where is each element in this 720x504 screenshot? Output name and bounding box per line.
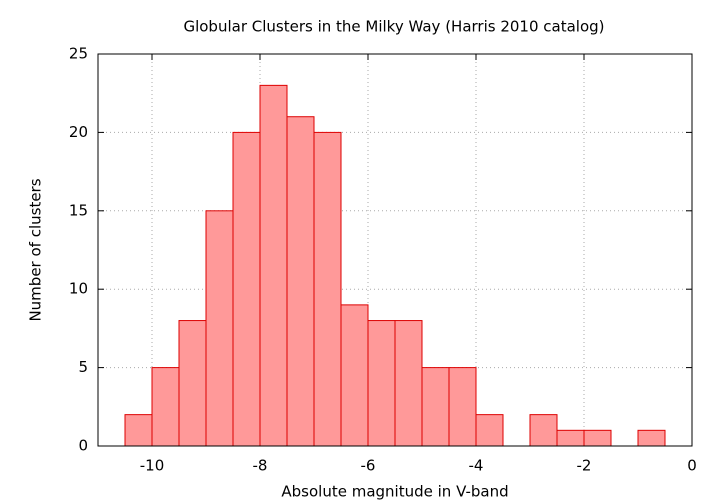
bar: [313, 131, 342, 447]
y-tick-label: 25: [69, 45, 88, 63]
y-axis-label: Number of clusters: [27, 178, 45, 321]
y-tick-label: 5: [78, 358, 88, 376]
bar: [151, 367, 180, 447]
bar: [583, 429, 612, 447]
y-tick-label: 20: [69, 123, 88, 141]
plot-frame: [97, 53, 693, 447]
bar: [394, 320, 423, 447]
bar: [421, 367, 450, 447]
y-tick-label: 10: [69, 280, 88, 298]
x-tick-label: -6: [361, 457, 376, 475]
y-tick-label: 0: [78, 437, 88, 455]
bar: [529, 414, 558, 447]
bar: [556, 429, 585, 447]
bar: [367, 320, 396, 447]
bar: [178, 320, 207, 447]
bar: [286, 116, 315, 447]
x-tick-label: -2: [577, 457, 592, 475]
bar: [232, 131, 261, 447]
bar: [124, 414, 153, 447]
chart-title: Globular Clusters in the Milky Way (Harr…: [183, 18, 604, 36]
x-axis-label: Absolute magnitude in V-band: [281, 483, 508, 501]
bar: [205, 210, 234, 447]
y-tick-label: 15: [69, 201, 88, 219]
bar: [340, 304, 369, 447]
bar: [448, 367, 477, 447]
bar: [637, 429, 666, 447]
x-tick-label: -4: [469, 457, 484, 475]
bar: [259, 84, 288, 447]
bar: [475, 414, 504, 447]
x-tick-label: -8: [253, 457, 268, 475]
x-tick-label: 0: [687, 457, 697, 475]
x-tick-label: -10: [140, 457, 165, 475]
